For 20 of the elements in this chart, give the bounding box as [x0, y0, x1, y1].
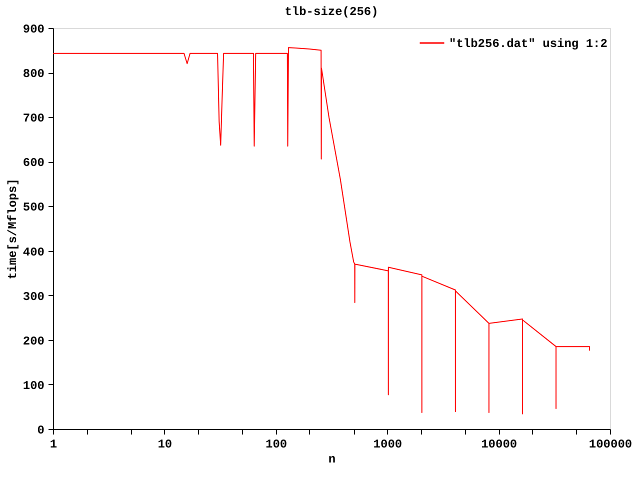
y-tick-label: 300 [22, 290, 44, 304]
x-tick-label: 100 [265, 438, 288, 452]
y-tick-label: 800 [22, 67, 44, 82]
x-tick-label: 1000 [373, 438, 402, 452]
y-tick-label: 500 [22, 200, 44, 215]
y-tick-label: 100 [22, 378, 44, 393]
x-tick-label: 1 [50, 438, 58, 452]
chart-title: tlb-size(256) [284, 5, 378, 19]
x-tick-label: 10 [158, 438, 172, 452]
x-axis-title: n [328, 452, 336, 466]
y-tick-label: 200 [22, 334, 44, 348]
y-axis-title: time[s/Mflops] [6, 178, 20, 280]
x-tick-label: 10000 [481, 438, 518, 452]
y-tick-label: 900 [22, 22, 44, 36]
y-tick-label: 0 [37, 424, 44, 438]
x-tick-label: 100000 [588, 438, 632, 452]
y-tick-label: 700 [22, 112, 44, 126]
y-tick-label: 400 [22, 245, 44, 260]
legend-label: "tlb256.dat" using 1:2 [449, 37, 608, 51]
y-tick-label: 600 [22, 156, 44, 170]
